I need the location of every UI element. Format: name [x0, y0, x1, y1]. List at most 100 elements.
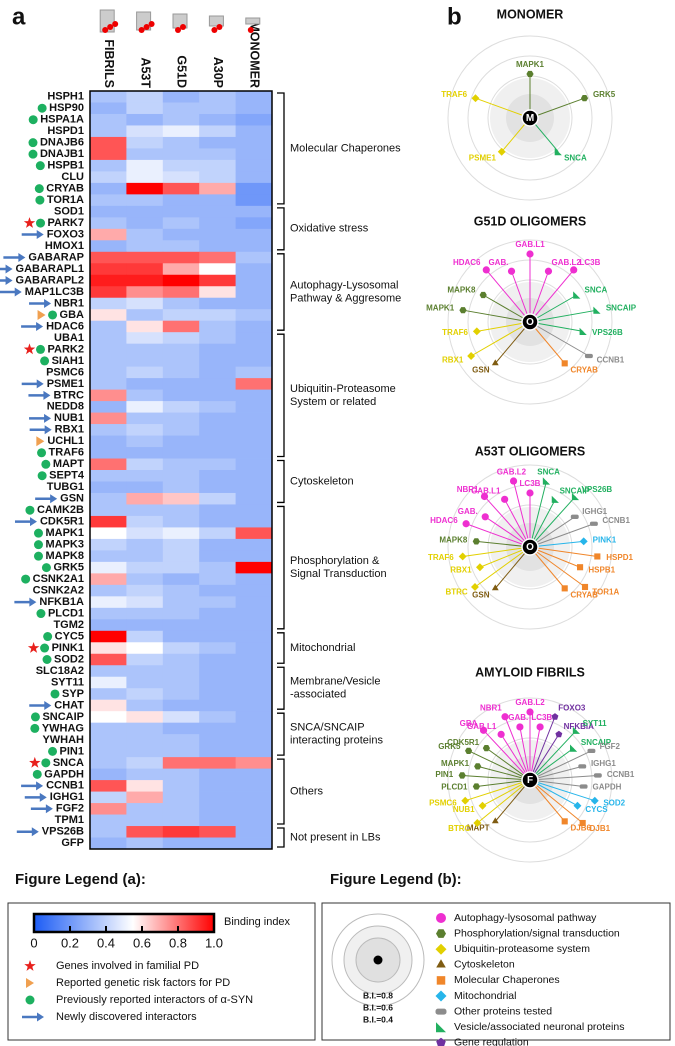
heatmap-cell	[126, 102, 164, 115]
node	[561, 360, 568, 367]
heatmap-cell	[162, 791, 200, 804]
edge	[484, 516, 531, 548]
row-label: DNAJB6	[40, 137, 84, 149]
ring	[447, 697, 613, 863]
heatmap-cell	[90, 378, 127, 391]
row-label: UBA1	[54, 332, 84, 344]
heatmap-cell	[90, 355, 127, 368]
row-label: UCHL1	[47, 435, 84, 447]
node	[501, 713, 509, 721]
heatmap-cell	[199, 343, 236, 356]
group-label: -associated	[290, 689, 346, 701]
node	[481, 513, 489, 521]
heatmap-cell	[199, 826, 236, 838]
group-label: Autophagy-Lysosomal	[290, 279, 398, 291]
heatmap-cell	[126, 171, 164, 184]
heatmap-cell	[235, 630, 273, 643]
marker	[37, 309, 46, 320]
ring-label: B.I.=0.8	[363, 990, 393, 1000]
node-label: GAB.L2	[515, 698, 545, 707]
node-label: PSME1	[469, 154, 497, 163]
node	[497, 730, 505, 738]
heatmap-cell	[126, 274, 164, 287]
node	[572, 726, 581, 734]
edge	[529, 765, 583, 781]
heatmap-cell	[199, 320, 236, 333]
node-label: GAB.	[508, 713, 528, 722]
heatmap-cell	[126, 757, 164, 770]
node	[536, 723, 544, 731]
row-label: NUB1	[54, 412, 84, 424]
heatmap-cell	[235, 573, 273, 586]
heatmap-cell	[162, 125, 200, 138]
heatmap-cell	[126, 642, 164, 655]
heatmap-cell	[126, 91, 164, 103]
row-label: RBX1	[55, 424, 84, 436]
heatmap-cell	[90, 366, 127, 379]
node	[436, 1037, 446, 1046]
row-label: SOD2	[54, 653, 84, 665]
heatmap-cell	[126, 527, 164, 540]
heatmap-cell	[199, 378, 236, 391]
marker	[44, 700, 52, 710]
heatmap-cell	[90, 194, 127, 207]
icon	[112, 21, 119, 27]
edge	[529, 779, 595, 802]
node-label: NBR1	[457, 485, 479, 494]
row-label: IGHG1	[50, 791, 84, 803]
heatmap-cell	[235, 642, 273, 655]
ring	[467, 484, 593, 610]
edge	[513, 480, 531, 548]
heatmap-cell	[162, 274, 200, 287]
heatmap-cell	[235, 159, 273, 172]
ring	[447, 464, 613, 630]
node-label: PSMC6	[429, 799, 457, 808]
heatmap-cell	[162, 217, 200, 230]
center-label: M	[526, 113, 534, 124]
heatmap-cell	[235, 171, 273, 184]
heatmap-cell	[126, 768, 164, 781]
heatmap-cell	[90, 596, 127, 609]
heatmap-cell	[199, 596, 236, 609]
node	[589, 521, 598, 526]
marker	[40, 643, 50, 653]
node-label: CRYAB	[570, 365, 598, 374]
row-label: YWHAG	[42, 722, 84, 734]
heatmap-cell	[162, 596, 200, 609]
marker	[14, 287, 22, 297]
edge	[529, 540, 584, 548]
heatmap-cell	[126, 228, 164, 241]
heatmap-cell	[235, 734, 273, 747]
node-label: IGHG1	[582, 507, 607, 516]
heatmap-cell	[235, 113, 273, 126]
node	[544, 267, 553, 275]
heatmap-cell	[126, 366, 164, 379]
edge	[519, 726, 531, 781]
row-label: PSMC6	[46, 366, 84, 378]
heatmap-cell	[199, 470, 236, 482]
heatmap-cell	[235, 182, 273, 195]
icon	[175, 27, 181, 33]
heatmap-cell	[90, 125, 127, 138]
marker	[36, 218, 46, 228]
row-label: CYC5	[55, 630, 84, 642]
heatmap-cell	[90, 389, 127, 402]
heatmap-cell	[235, 320, 273, 333]
marker	[36, 609, 46, 619]
heatmap-cell	[90, 481, 127, 494]
node-label: GRK5	[593, 90, 616, 99]
edge	[529, 779, 566, 822]
group-bracket	[277, 459, 285, 504]
diagram-title: G51D OLIGOMERS	[474, 214, 587, 228]
row-label: VPS26B	[42, 826, 84, 838]
heatmap-cell	[90, 699, 127, 712]
edge	[483, 729, 531, 781]
heatmap-cell	[199, 205, 236, 218]
heatmap-cell	[162, 136, 200, 149]
center-node	[373, 955, 383, 965]
row-label: HSPB1	[47, 160, 84, 172]
group-label: Pathway & Aggresome	[290, 292, 401, 304]
heatmap-cell	[90, 676, 127, 689]
heatmap-cell	[162, 102, 200, 115]
row-label: GFP	[61, 837, 84, 849]
